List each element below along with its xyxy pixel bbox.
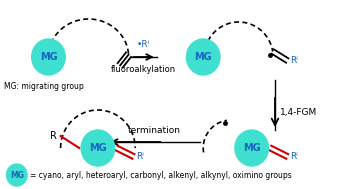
Text: Rⁱ: Rⁱ bbox=[290, 152, 298, 161]
Circle shape bbox=[81, 130, 115, 166]
Text: = cyano, aryl, heteroaryl, carbonyl, alkenyl, alkynyl, oximino groups: = cyano, aryl, heteroaryl, carbonyl, alk… bbox=[30, 170, 292, 180]
Text: Rⁱ: Rⁱ bbox=[136, 152, 144, 161]
Text: MG: migrating group: MG: migrating group bbox=[4, 82, 84, 91]
Circle shape bbox=[32, 39, 65, 75]
Text: MG: MG bbox=[194, 52, 212, 62]
Text: •Rⁱ: •Rⁱ bbox=[137, 40, 150, 49]
Text: 1,4-FGM: 1,4-FGM bbox=[280, 108, 317, 116]
Text: MG: MG bbox=[40, 52, 57, 62]
Text: termination: termination bbox=[127, 126, 180, 135]
Text: MG: MG bbox=[10, 170, 24, 180]
Text: MG: MG bbox=[89, 143, 107, 153]
Circle shape bbox=[235, 130, 269, 166]
Text: MG: MG bbox=[243, 143, 260, 153]
Text: R: R bbox=[50, 131, 57, 141]
Circle shape bbox=[186, 39, 220, 75]
Text: Rⁱ: Rⁱ bbox=[290, 56, 298, 65]
Circle shape bbox=[6, 164, 27, 186]
Text: fluoroalkylation: fluoroalkylation bbox=[111, 65, 176, 74]
